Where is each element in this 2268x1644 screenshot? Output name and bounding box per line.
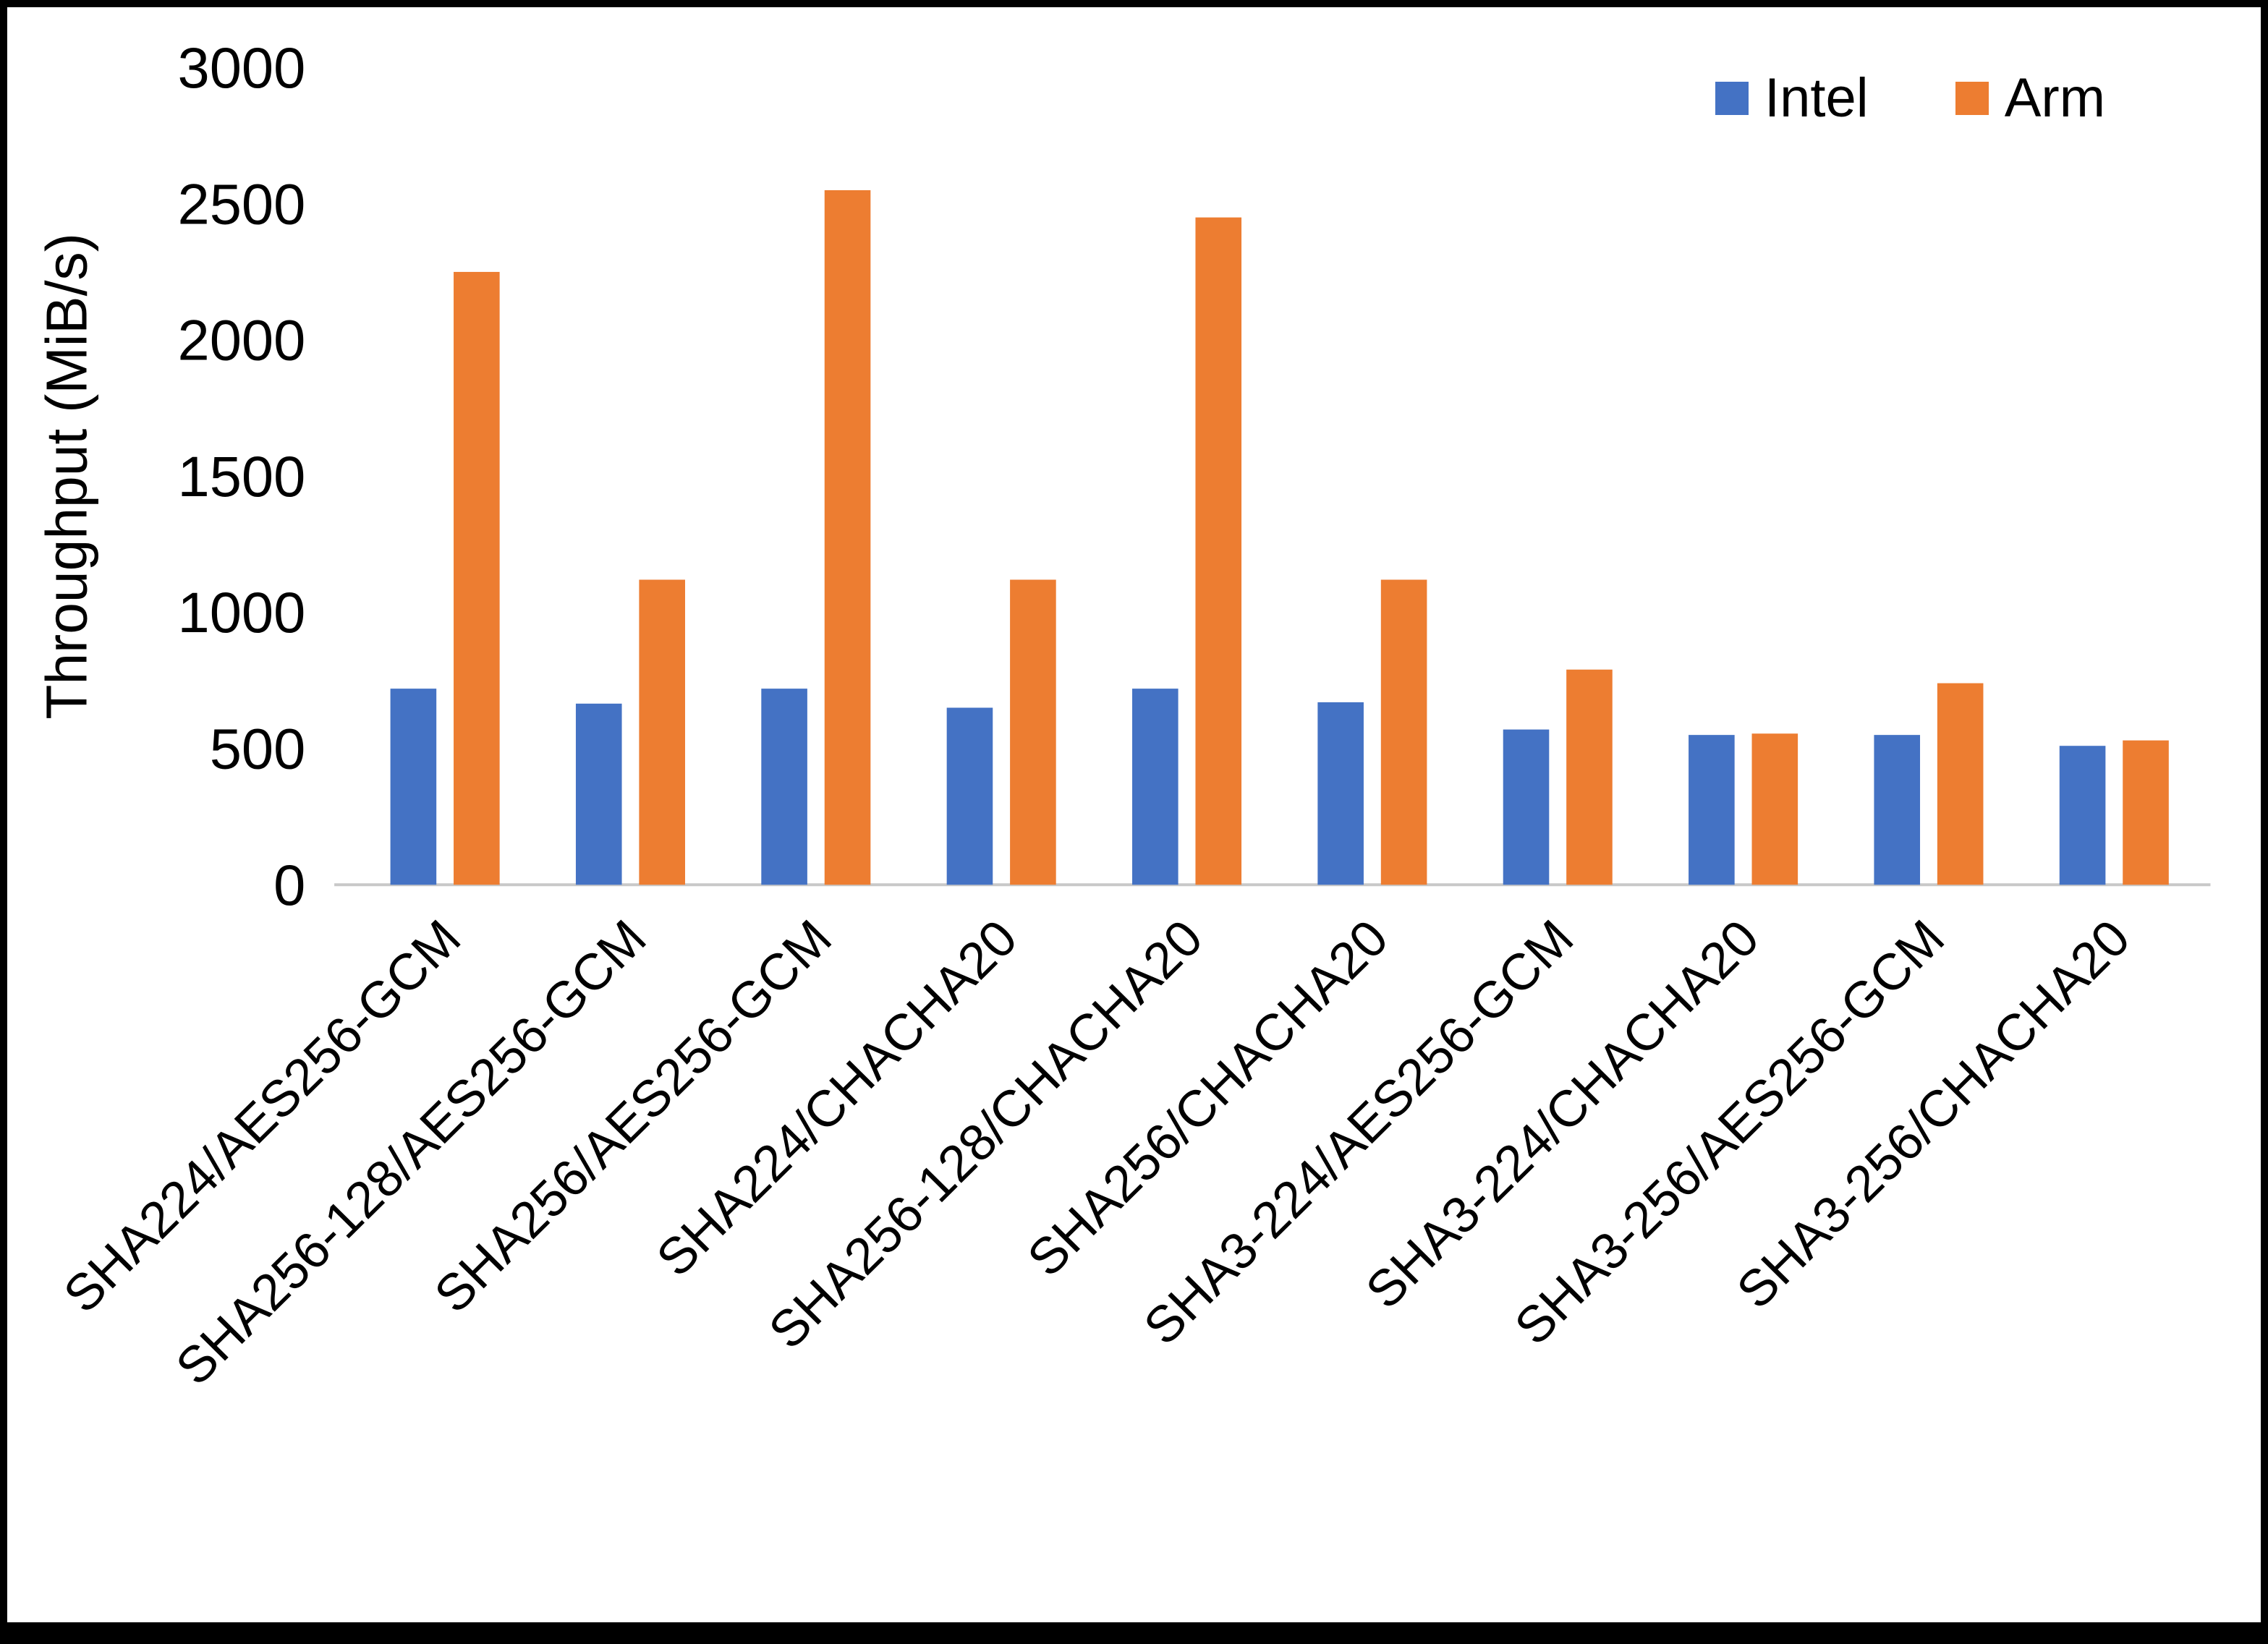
bar-intel-6 — [1503, 729, 1550, 885]
bar-arm-6 — [1566, 669, 1613, 885]
bar-intel-9 — [2059, 746, 2106, 885]
y-axis-tick-label: 1000 — [178, 581, 306, 644]
y-axis-tick-label: 1500 — [178, 444, 306, 508]
bar-intel-4 — [1132, 689, 1178, 885]
y-axis-tick-label: 0 — [273, 853, 305, 916]
bar-chart: 0 500 1000 1500 2000 2500 3000 Throughput (MiB/… — [34, 35, 2211, 1396]
bar-intel-0 — [390, 689, 437, 885]
y-axis-tick-label: 2500 — [178, 172, 306, 236]
bar-arm-9 — [2123, 740, 2169, 885]
y-axis-title: Throughput (MiB/s) — [34, 233, 99, 720]
bar-arm-0 — [454, 271, 500, 885]
y-axis-tick-label: 500 — [210, 717, 306, 780]
bar-intel-7 — [1689, 735, 1735, 885]
bar-intel-3 — [946, 707, 993, 885]
bar-intel-8 — [1874, 735, 1921, 885]
y-axis-tick-label: 2000 — [178, 308, 306, 372]
legend-item-intel: Intel — [1715, 71, 1869, 126]
bar-arm-8 — [1937, 683, 1984, 885]
legend-label-arm: Arm — [2004, 67, 2105, 129]
legend-item-arm: Arm — [1955, 71, 2105, 126]
bar-arm-3 — [1010, 579, 1056, 885]
bar-arm-7 — [1751, 733, 1798, 885]
legend-label-intel: Intel — [1764, 67, 1869, 129]
bar-arm-1 — [639, 579, 685, 885]
bar-arm-5 — [1380, 579, 1427, 885]
x-axis-label: SHA256/CHACHA20 — [1017, 910, 1399, 1287]
bar-intel-1 — [575, 703, 622, 885]
bar-arm-2 — [824, 189, 871, 885]
x-axis-label: SHA224/CHACHA20 — [646, 910, 1028, 1287]
y-axis-tick-label: 3000 — [178, 35, 306, 99]
bar-arm-4 — [1195, 217, 1242, 885]
legend: Intel Arm — [1715, 71, 2105, 126]
legend-swatch-intel-icon — [1715, 82, 1749, 115]
bar-intel-5 — [1317, 702, 1364, 885]
legend-swatch-arm-icon — [1955, 82, 1989, 115]
bar-intel-2 — [761, 689, 807, 885]
